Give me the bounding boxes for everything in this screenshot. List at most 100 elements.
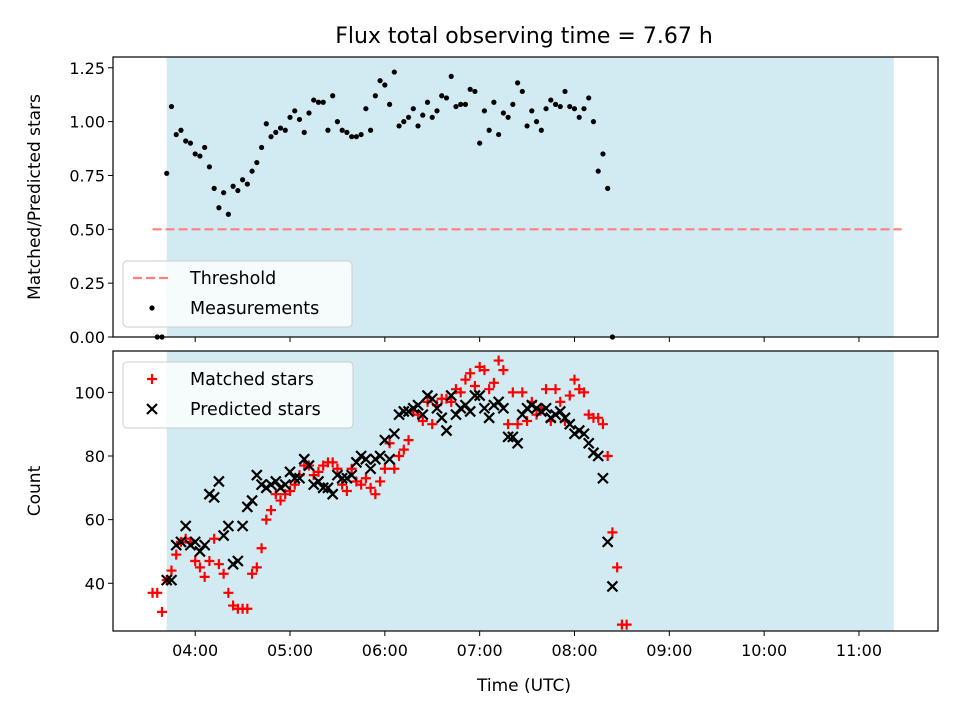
ratio-point	[368, 127, 374, 133]
count-point	[465, 368, 476, 379]
ratio-point	[254, 159, 260, 166]
x-axis-label: Time (UTC)	[476, 676, 571, 696]
ratio-point	[448, 73, 454, 79]
count-point	[284, 466, 296, 478]
ratio-point	[543, 106, 549, 112]
count-point	[493, 355, 504, 366]
ratio-frame	[112, 56, 939, 338]
ratio-y-axis-label: Matched/Predicted stars	[25, 94, 45, 300]
count-point	[606, 580, 619, 593]
ratio-y-tick-label: 0.75	[69, 166, 105, 185]
ratio-legend: Threshold Measurements	[122, 260, 353, 328]
count-point	[597, 419, 608, 430]
ratio-point	[462, 101, 469, 107]
count-point	[165, 574, 178, 586]
count-point	[190, 556, 201, 566]
count-point	[517, 387, 528, 398]
count-point	[298, 453, 311, 465]
ratio-point	[235, 187, 241, 194]
ratio-point	[202, 144, 208, 151]
count-point	[388, 427, 401, 440]
ratio-point	[382, 82, 388, 88]
ratio-point	[429, 114, 435, 120]
ratio-point	[410, 106, 416, 112]
ratio-point	[225, 211, 231, 217]
ratio-point	[581, 106, 587, 112]
count-point	[327, 457, 338, 468]
count-point	[563, 418, 576, 430]
ratio-y-tick-label: 0.50	[69, 220, 105, 239]
count-point	[550, 384, 561, 395]
count-point	[345, 469, 358, 481]
ratio-point	[206, 164, 213, 170]
count-series-1	[147, 355, 632, 630]
count-point	[236, 520, 249, 532]
count-point	[213, 475, 225, 488]
ratio-point	[339, 127, 345, 133]
ratio-point	[296, 116, 303, 123]
count-point	[241, 501, 254, 513]
count-point	[156, 606, 167, 617]
ratio-point	[386, 101, 393, 107]
count-point	[431, 402, 443, 415]
ratio-point	[557, 103, 563, 110]
ratio-point	[301, 129, 307, 135]
count-point	[285, 486, 296, 496]
count-point	[398, 405, 410, 418]
ratio-point	[420, 112, 426, 118]
count-point	[450, 408, 462, 421]
chart-title: Flux total observing time = 7.67 h	[335, 24, 713, 49]
ratio-point	[311, 97, 317, 103]
count-point	[621, 619, 632, 630]
ratio-point	[292, 108, 298, 114]
ratio-point	[552, 101, 559, 107]
count-point	[379, 463, 390, 474]
ratio-point	[268, 134, 274, 140]
ratio-point	[197, 153, 203, 159]
ratio-point	[491, 99, 497, 105]
ratio-point	[306, 110, 312, 116]
ratio-point	[249, 168, 255, 174]
count-point	[251, 469, 263, 481]
count-point	[199, 571, 210, 582]
ratio-y-tick-label: 1.25	[69, 59, 105, 78]
count-point	[208, 491, 220, 504]
count-panel: 40 60 80 100 04:00 05:00 06:00 07:00 08:00 09:00 1…	[25, 350, 939, 660]
count-point	[209, 533, 220, 544]
ratio-y-tick-label: 1.00	[69, 113, 105, 132]
count-point	[160, 574, 173, 586]
ratio-point	[315, 99, 322, 105]
ratio-point	[510, 101, 516, 107]
ratio-legend-label: Measurements	[190, 299, 319, 319]
ratio-point	[453, 103, 459, 110]
count-point	[398, 444, 409, 455]
count-point	[279, 478, 292, 491]
ratio-point	[500, 110, 506, 116]
count-point	[261, 514, 272, 525]
count-point	[204, 556, 215, 566]
x-tick-label: 06:00	[362, 641, 408, 660]
count-point	[394, 451, 405, 461]
count-point	[440, 424, 453, 437]
count-point	[445, 389, 457, 402]
count-legend-label: Predicted stars	[190, 400, 321, 420]
count-legend-key	[147, 374, 157, 384]
x-tick-label: 11:00	[836, 641, 882, 660]
ratio-point	[187, 140, 194, 146]
count-point	[488, 377, 499, 388]
ratio-point	[519, 88, 525, 95]
count-point	[593, 412, 604, 423]
count-point	[222, 520, 235, 532]
count-point	[502, 431, 514, 443]
ratio-point	[472, 88, 478, 95]
count-point	[242, 603, 253, 614]
ratio-point	[486, 127, 492, 133]
ratio-point	[287, 114, 293, 120]
ratio-point	[221, 190, 227, 196]
count-point	[383, 453, 396, 465]
ratio-point	[239, 177, 246, 183]
count-point	[275, 495, 286, 506]
count-point	[175, 536, 187, 548]
count-point	[232, 555, 244, 567]
count-point	[507, 431, 519, 443]
